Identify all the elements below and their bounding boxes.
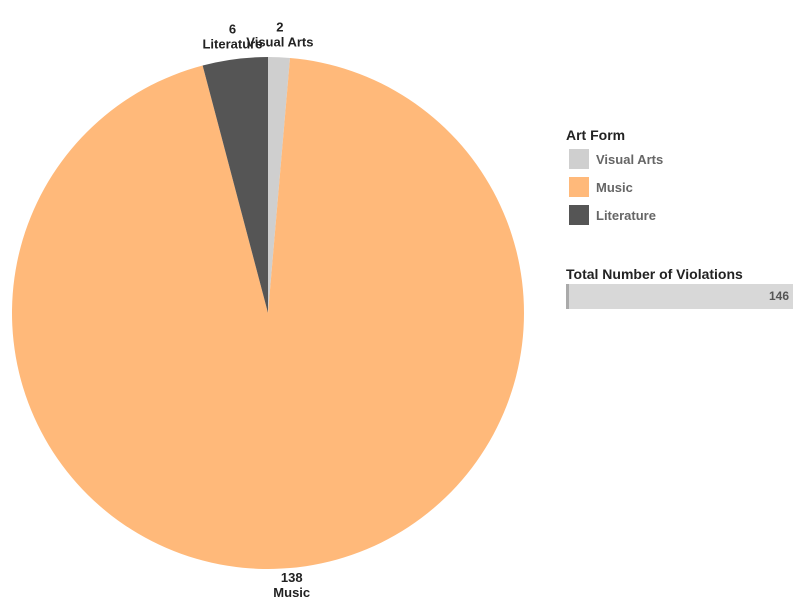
total-title: Total Number of Violations: [566, 266, 743, 282]
total-bar: 146: [566, 284, 793, 309]
slice-label-visual-arts: 2 Visual Arts: [246, 19, 313, 49]
slice-label-music: 138 Music: [273, 570, 310, 600]
pie-slice-music[interactable]: [11, 57, 524, 569]
legend: Art Form Visual Arts Music Literature: [566, 125, 786, 229]
legend-title: Art Form: [566, 127, 626, 143]
total-value: 146: [768, 289, 789, 303]
legend-label-music: Music: [596, 179, 633, 195]
total-panel: Total Number of Violations 146: [566, 264, 793, 309]
legend-item-literature[interactable]: Literature: [566, 201, 786, 229]
legend-swatch-visual-arts: [569, 149, 589, 169]
slice-label-value: 138: [281, 570, 303, 585]
slice-label-category: Music: [273, 585, 310, 600]
pie-slice-literature[interactable]: [202, 57, 268, 313]
legend-swatch-music: [569, 177, 589, 197]
legend-label-visual-arts: Visual Arts: [596, 151, 664, 167]
slice-label-value: 6: [229, 21, 236, 36]
slice-label-literature: 6 Literature: [202, 21, 262, 51]
pie-slice-labels: 2 Visual Arts 138 Music 6 Literature: [202, 19, 313, 600]
legend-item-visual-arts[interactable]: Visual Arts: [566, 145, 786, 173]
slice-label-value: 2: [276, 19, 283, 34]
pie-slice-visual-arts[interactable]: [268, 57, 291, 313]
slice-label-category: Literature: [202, 36, 262, 51]
slice-label-category: Visual Arts: [246, 34, 313, 49]
legend-swatch-literature: [569, 205, 589, 225]
legend-item-music[interactable]: Music: [566, 173, 786, 201]
legend-label-literature: Literature: [596, 207, 656, 223]
pie-slices: [11, 57, 524, 569]
